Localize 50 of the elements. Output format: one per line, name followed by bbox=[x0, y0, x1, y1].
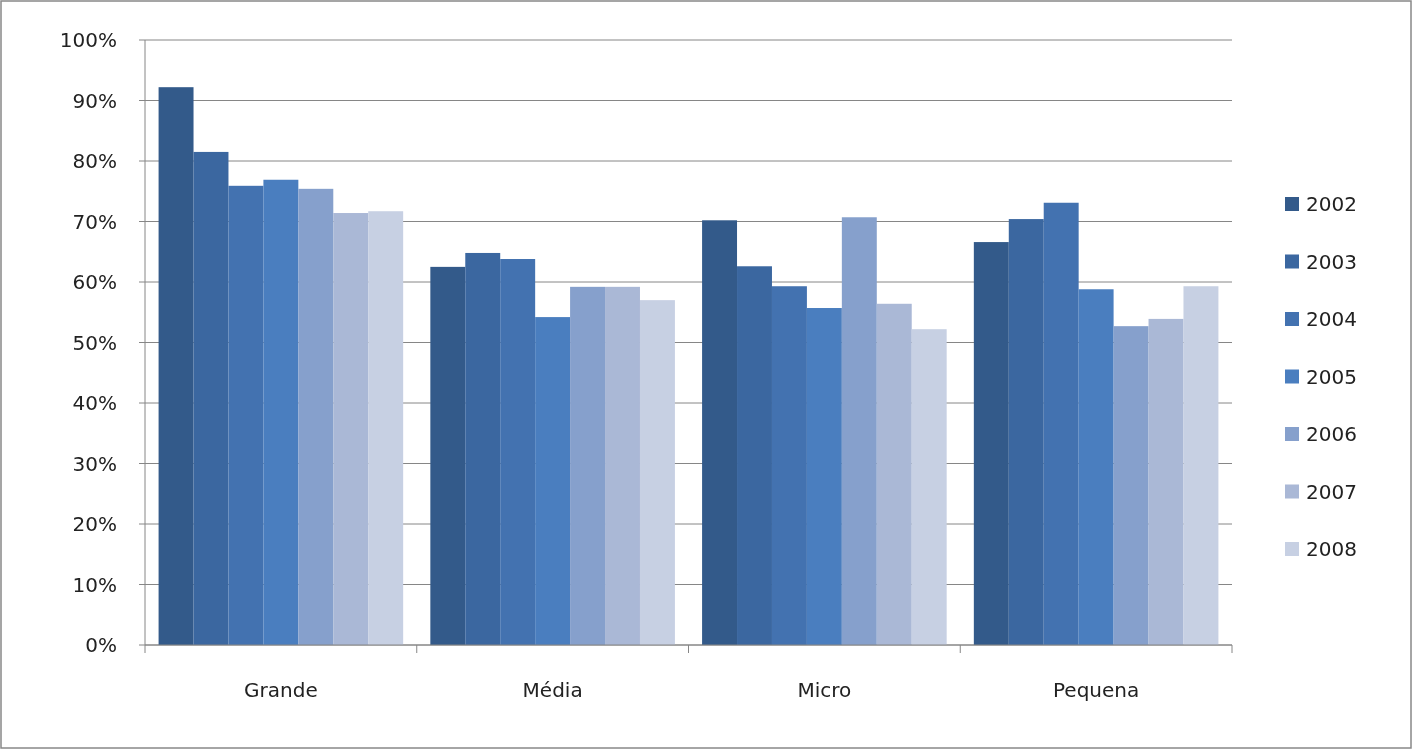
bar bbox=[1008, 219, 1044, 645]
y-tick-label: 100% bbox=[59, 28, 117, 52]
bar bbox=[1148, 318, 1184, 645]
bar bbox=[535, 317, 571, 645]
x-tick-label: Média bbox=[522, 678, 583, 702]
legend-label: 2002 bbox=[1306, 192, 1357, 216]
bar bbox=[158, 87, 194, 645]
legend-label: 2006 bbox=[1306, 422, 1357, 446]
bar bbox=[465, 252, 501, 645]
bar bbox=[1078, 289, 1114, 645]
bar bbox=[639, 300, 675, 645]
legend-label: 2005 bbox=[1306, 364, 1357, 389]
bar bbox=[333, 213, 369, 645]
bar bbox=[500, 259, 536, 645]
bar bbox=[228, 185, 264, 645]
y-tick-label: 50% bbox=[72, 330, 117, 355]
bar bbox=[806, 308, 842, 645]
y-tick-label: 30% bbox=[72, 451, 117, 476]
bar bbox=[876, 303, 912, 645]
legend-label: 2003 bbox=[1306, 249, 1357, 274]
legend-label: 2004 bbox=[1306, 307, 1357, 331]
bar bbox=[841, 217, 877, 645]
y-tick-label: 70% bbox=[72, 209, 117, 234]
bar bbox=[1183, 286, 1219, 645]
y-tick-label: 80% bbox=[72, 149, 117, 173]
x-tick-label: Pequena bbox=[1052, 678, 1140, 702]
x-tick-label: Micro bbox=[797, 678, 852, 702]
bar bbox=[911, 329, 947, 645]
bar bbox=[368, 211, 404, 645]
y-tick-label: 0% bbox=[85, 633, 117, 657]
bar bbox=[263, 179, 299, 645]
bar bbox=[193, 151, 229, 645]
bar bbox=[1113, 326, 1149, 645]
bar bbox=[605, 286, 640, 645]
bar bbox=[570, 286, 606, 645]
x-tick-label: Grande bbox=[244, 678, 318, 702]
legend-label: 2008 bbox=[1306, 537, 1357, 561]
y-tick-label: 40% bbox=[72, 391, 117, 415]
bar bbox=[430, 266, 466, 645]
y-tick-label: 60% bbox=[72, 270, 117, 294]
bar bbox=[702, 220, 738, 645]
bar bbox=[771, 286, 807, 645]
bar bbox=[737, 266, 772, 645]
bar bbox=[1043, 202, 1079, 645]
y-tick-label: 10% bbox=[72, 572, 117, 597]
legend-label: 2007 bbox=[1306, 479, 1357, 504]
y-tick-label: 20% bbox=[72, 512, 117, 536]
y-tick-label: 90% bbox=[72, 88, 117, 113]
bar bbox=[298, 188, 334, 645]
bar bbox=[973, 242, 1009, 645]
